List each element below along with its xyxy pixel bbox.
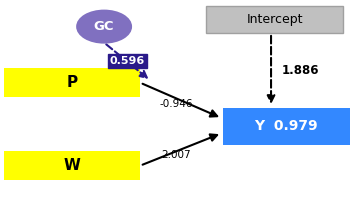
Text: 1.886: 1.886 — [282, 64, 319, 77]
Text: Y  0.979: Y 0.979 — [255, 119, 318, 133]
Text: Intercept: Intercept — [246, 13, 303, 26]
Text: P: P — [66, 75, 77, 90]
FancyBboxPatch shape — [4, 151, 140, 180]
FancyBboxPatch shape — [4, 68, 140, 97]
Text: 0.596: 0.596 — [110, 56, 145, 66]
FancyBboxPatch shape — [223, 108, 350, 145]
Circle shape — [77, 11, 131, 43]
Text: -0.946: -0.946 — [159, 99, 193, 109]
Text: 2.007: 2.007 — [161, 151, 191, 160]
Text: W: W — [63, 158, 80, 173]
FancyBboxPatch shape — [206, 6, 343, 33]
Text: GC: GC — [94, 20, 115, 33]
